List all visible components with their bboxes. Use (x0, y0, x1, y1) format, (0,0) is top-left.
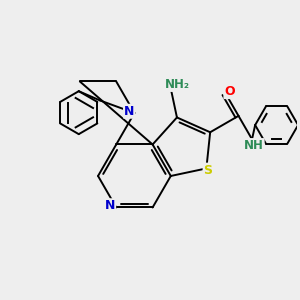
Text: N: N (124, 105, 134, 118)
Text: N: N (105, 199, 115, 212)
Text: O: O (224, 85, 235, 98)
Text: S: S (204, 164, 213, 177)
Text: NH₂: NH₂ (165, 78, 190, 91)
Text: NH: NH (244, 139, 264, 152)
